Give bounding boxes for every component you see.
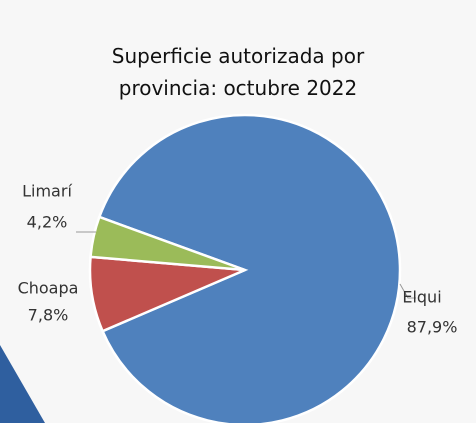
pie-slice	[97, 113, 402, 423]
slice-value-label: 7,8%	[28, 306, 69, 325]
pie-slice	[89, 215, 246, 272]
chart-title: Superficie autorizada por provincia: oct…	[111, 44, 365, 100]
slice-value-label: 4,2%	[27, 213, 68, 232]
leader-line	[399, 283, 416, 299]
slice-label: Elqui	[402, 288, 441, 307]
slice-value-label: 87,9%	[407, 318, 458, 337]
slice-label: Choapa	[18, 279, 79, 298]
corner-decoration	[0, 345, 45, 423]
slice-label: Limarí	[22, 182, 72, 201]
